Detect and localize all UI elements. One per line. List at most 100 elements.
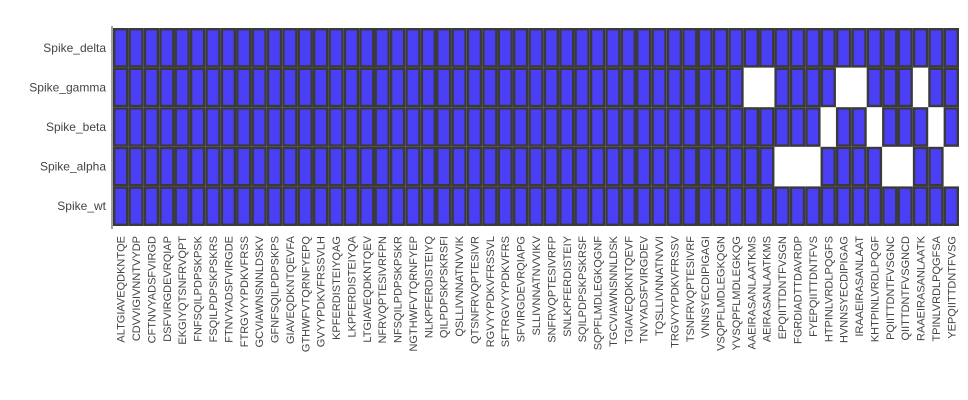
x-tick-label: AAEIRASANLAATKMS	[746, 236, 758, 350]
x-tick-label: QIITTDNTFVSGNCD	[900, 236, 912, 341]
x-tick-label: NGTHWFVTQRNFYEP	[408, 236, 420, 352]
heatmap-cell	[420, 28, 437, 68]
heatmap-cell	[343, 67, 360, 108]
heatmap-cell	[266, 146, 283, 187]
heatmap-cell	[835, 107, 852, 147]
heatmap-cell	[897, 107, 913, 147]
heatmap-cell	[589, 67, 606, 108]
heatmap-cell	[635, 107, 652, 147]
heatmap-cell	[882, 186, 898, 227]
heatmap-cell	[389, 28, 406, 68]
heatmap-cell	[189, 107, 206, 147]
heatmap-cell	[312, 67, 329, 108]
heatmap-cell	[682, 146, 698, 187]
heatmap-cell	[466, 186, 483, 227]
heatmap-cell	[128, 67, 144, 108]
heatmap-cell	[543, 28, 560, 68]
heatmap-cell	[697, 146, 713, 187]
x-tick-label: LTGIAVEQDKNTQEV	[362, 235, 374, 342]
heatmap-cell	[666, 146, 683, 187]
heatmap-cell	[220, 146, 237, 187]
heatmap-cell	[774, 107, 790, 147]
heatmap-cell	[820, 67, 836, 108]
y-tick-label: Spike_wt	[57, 199, 106, 213]
heatmap-cell	[866, 146, 883, 187]
heatmap-cell	[266, 28, 283, 68]
heatmap-cell	[497, 186, 513, 227]
heatmap-cell	[359, 107, 375, 147]
heatmap-cell	[251, 107, 267, 147]
heatmap-cell	[128, 146, 144, 187]
heatmap-cell	[312, 146, 329, 187]
heatmap-cell	[867, 108, 881, 146]
heatmap-cell	[682, 107, 698, 147]
heatmap-cell	[743, 107, 760, 147]
heatmap-cell	[112, 67, 129, 108]
heatmap-cell	[820, 146, 836, 187]
heatmap-cell	[866, 186, 883, 227]
heatmap-cell	[728, 146, 744, 187]
heatmap-cell	[236, 67, 252, 108]
heatmap-cell	[205, 28, 221, 68]
heatmap-cell	[574, 67, 590, 108]
heatmap-cell	[728, 186, 744, 227]
x-tick-label: RAAEIRASANLAATK	[916, 235, 928, 341]
heatmap-cell	[236, 28, 252, 68]
heatmap-cell	[682, 67, 698, 108]
heatmap-cell	[374, 28, 390, 68]
heatmap-cell	[297, 28, 313, 68]
heatmap-cell	[914, 68, 928, 106]
x-tick-label: GFNFSQILPDPSKPS	[270, 236, 282, 343]
heatmap-cell	[912, 186, 929, 227]
heatmap-cell	[420, 186, 437, 227]
heatmap-cell	[405, 146, 421, 187]
x-tick-label: SLLIVNNATNVVIKV	[531, 235, 543, 335]
heatmap-cell	[574, 146, 590, 187]
heatmap-cell	[744, 68, 758, 106]
heatmap-cell	[743, 146, 760, 187]
heatmap-cell	[805, 186, 821, 227]
x-tick-label: IRAAEIRASANLAAT	[854, 236, 866, 337]
heatmap-cell	[220, 186, 237, 227]
heatmap-cell	[666, 67, 683, 108]
heatmap-cell	[897, 28, 913, 68]
heatmap-cell	[651, 146, 667, 187]
x-tick-label: TQSLLIVNNATNVVI	[654, 236, 666, 336]
heatmap-cell	[266, 186, 283, 227]
heatmap-cell	[559, 107, 575, 147]
heatmap-cell	[359, 186, 375, 227]
heatmap-cell	[497, 107, 513, 147]
heatmap-cell	[635, 67, 652, 108]
heatmap-cell	[512, 146, 529, 187]
heatmap-cell	[236, 186, 252, 227]
heatmap-cell	[928, 28, 944, 68]
heatmap-cell	[112, 186, 129, 227]
heatmap-cell	[251, 186, 267, 227]
heatmap-cell	[682, 28, 698, 68]
heatmap-cell	[759, 28, 775, 68]
heatmap-cell	[174, 28, 190, 68]
heatmap-cell	[328, 67, 344, 108]
heatmap-cell	[251, 28, 267, 68]
x-tick-label: YVSQPFLMDLEGKQG	[731, 236, 743, 350]
heatmap-cell	[128, 28, 144, 68]
heatmap-cell	[743, 186, 760, 227]
heatmap-cell	[159, 107, 175, 147]
x-tick-label: YEPQIITTDNTFVSG	[946, 236, 958, 339]
x-tick-label: TNVYADSFVIRGDEV	[639, 235, 651, 343]
heatmap-cell	[451, 146, 467, 187]
heatmap-cell	[189, 186, 206, 227]
x-tick-label: SQPFLMDLEGKQGNF	[593, 236, 605, 351]
x-tick-label: EPQIITTDNTFVSGN	[777, 236, 789, 339]
heatmap-cell	[497, 67, 513, 108]
heatmap-cell	[851, 107, 867, 147]
x-tick-label: FNFSQILPDPSKPSK	[193, 235, 205, 341]
heatmap-cell	[898, 148, 912, 186]
heatmap-cell	[528, 107, 544, 147]
heatmap-cell	[405, 28, 421, 68]
heatmap-cell	[789, 186, 806, 227]
heatmap-cell	[374, 107, 390, 147]
heatmap-cell	[312, 186, 329, 227]
heatmap-cell	[174, 146, 190, 187]
